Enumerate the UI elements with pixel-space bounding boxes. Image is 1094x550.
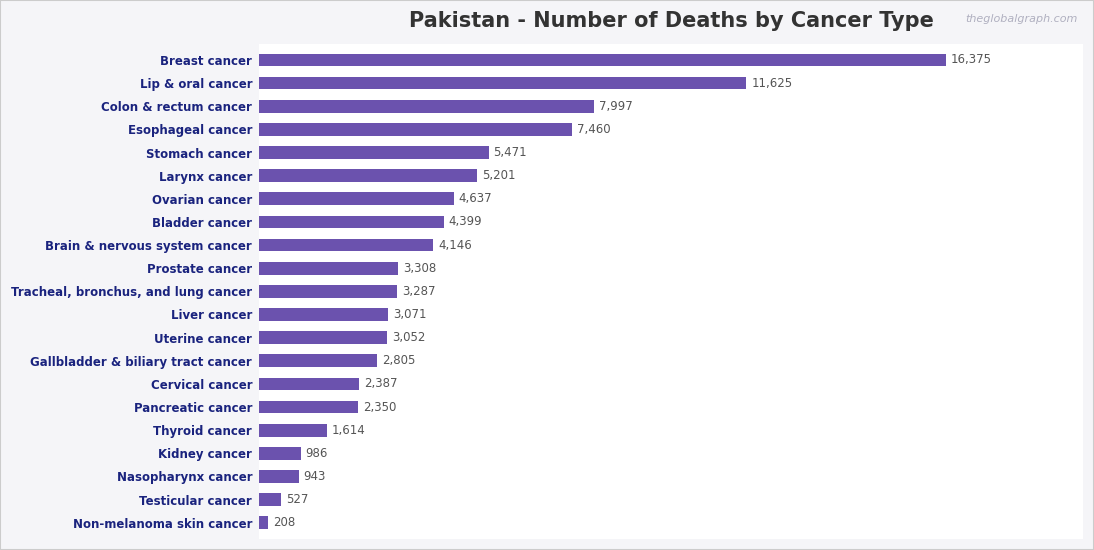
Bar	[259, 146, 489, 159]
Text: 11,625: 11,625	[752, 76, 793, 90]
Bar	[259, 331, 387, 344]
Bar	[259, 308, 388, 321]
Bar	[259, 447, 301, 460]
Text: 2,805: 2,805	[382, 354, 415, 367]
Bar	[259, 169, 477, 182]
Bar	[259, 192, 454, 205]
Text: 1,614: 1,614	[331, 424, 365, 437]
Bar	[259, 262, 398, 274]
Bar	[259, 100, 594, 113]
Bar	[259, 400, 358, 414]
Text: 5,471: 5,471	[493, 146, 527, 159]
Text: 3,052: 3,052	[392, 331, 426, 344]
Text: 4,637: 4,637	[458, 192, 492, 205]
Bar	[259, 516, 268, 529]
Text: 986: 986	[305, 447, 328, 460]
Text: 7,997: 7,997	[600, 100, 633, 113]
Text: 4,146: 4,146	[438, 239, 472, 251]
Bar	[259, 77, 746, 90]
Text: 3,308: 3,308	[403, 262, 437, 274]
Bar	[259, 216, 443, 228]
Bar	[259, 239, 433, 251]
Text: 208: 208	[272, 516, 295, 529]
Text: 3,287: 3,287	[401, 285, 435, 298]
Bar	[259, 493, 281, 506]
Text: 527: 527	[287, 493, 309, 506]
Text: 2,350: 2,350	[363, 400, 396, 414]
Text: 943: 943	[304, 470, 326, 483]
Bar	[259, 53, 945, 67]
Bar	[259, 377, 359, 390]
Bar	[259, 285, 397, 298]
Text: 3,071: 3,071	[393, 308, 427, 321]
Text: 7,460: 7,460	[577, 123, 610, 136]
Text: 2,387: 2,387	[364, 377, 398, 390]
Bar	[259, 470, 299, 483]
Text: 5,201: 5,201	[482, 169, 515, 182]
Bar	[259, 354, 376, 367]
Bar	[259, 123, 572, 136]
Title: Pakistan - Number of Deaths by Cancer Type: Pakistan - Number of Deaths by Cancer Ty…	[408, 11, 933, 31]
Text: 4,399: 4,399	[449, 216, 482, 228]
Bar	[259, 424, 327, 437]
Text: 16,375: 16,375	[951, 53, 991, 67]
Text: theglobalgraph.com: theglobalgraph.com	[965, 14, 1078, 24]
